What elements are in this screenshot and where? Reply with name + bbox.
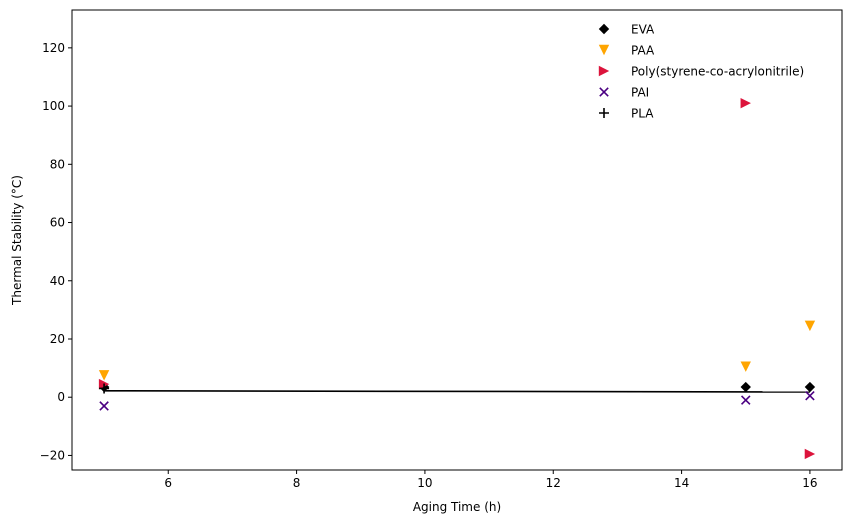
y-tick-label: −20 <box>40 448 65 462</box>
y-axis-label: Thermal Stability (°C) <box>10 175 24 306</box>
series-pla <box>99 383 110 394</box>
data-point-paa <box>804 320 816 332</box>
y-tick-label: 40 <box>50 274 65 288</box>
data-point-paa <box>740 361 751 372</box>
legend-label: PAA <box>631 44 655 58</box>
data-point-pai <box>740 395 751 405</box>
data-point-pai <box>99 401 109 411</box>
legend-item-pai: PAI <box>599 86 649 100</box>
x-tick-label: 10 <box>417 476 432 490</box>
legend-item-paa: PAA <box>598 44 655 58</box>
x-tick-label: 14 <box>674 476 689 490</box>
legend-label: PLA <box>631 107 654 121</box>
data-point-pla <box>99 383 110 394</box>
x-axis-label: Aging Time (h) <box>413 500 501 514</box>
legend-marker-paa <box>598 44 610 56</box>
data-point-poly-styrene-co-acrylonitrile <box>804 448 816 460</box>
x-tick-label: 12 <box>546 476 561 490</box>
data-point-eva <box>804 381 816 393</box>
plot-frame <box>71 9 843 471</box>
legend-item-pla: PLA <box>599 107 654 121</box>
plot-area <box>98 97 816 460</box>
x-tick-label: 6 <box>164 476 172 490</box>
legend-item-poly-styrene-co-acrylonitrile: Poly(styrene-co-acrylonitrile) <box>598 65 804 79</box>
data-point-eva <box>740 381 751 393</box>
y-tick-label: 120 <box>42 41 65 55</box>
y-tick-label: 100 <box>42 99 65 113</box>
y-tick-label: 60 <box>50 216 65 230</box>
x-tick-label: 8 <box>293 476 301 490</box>
axes: 6 8 10 12 14 16 −20 0 20 40 60 80 100 120 <box>40 9 843 490</box>
legend-marker-pla <box>599 108 609 118</box>
series-paa <box>98 320 816 381</box>
legend: EVA PAA Poly(styrene-co-acrylonitrile) PAI P… <box>598 23 804 121</box>
data-point-paa <box>98 370 110 381</box>
y-tick-label: 80 <box>50 157 65 171</box>
legend-label: EVA <box>631 23 655 37</box>
legend-label: PAI <box>631 86 649 100</box>
legend-marker-poly-styrene-co-acrylonitrile <box>598 65 610 77</box>
legend-item-eva: EVA <box>598 23 655 37</box>
x-tick-label: 16 <box>802 476 817 490</box>
legend-label: Poly(styrene-co-acrylonitrile) <box>631 65 804 79</box>
series-poly-styrene-co-acrylonitrile <box>98 97 816 460</box>
data-point-poly-styrene-co-acrylonitrile <box>740 97 751 109</box>
legend-marker-pai <box>599 87 609 97</box>
series-pai <box>99 390 815 411</box>
y-tick-label: 20 <box>50 332 65 346</box>
legend-marker-eva <box>598 23 610 35</box>
data-point-pai <box>805 390 815 401</box>
trend-line <box>104 390 810 393</box>
y-tick-label: 0 <box>57 390 65 404</box>
